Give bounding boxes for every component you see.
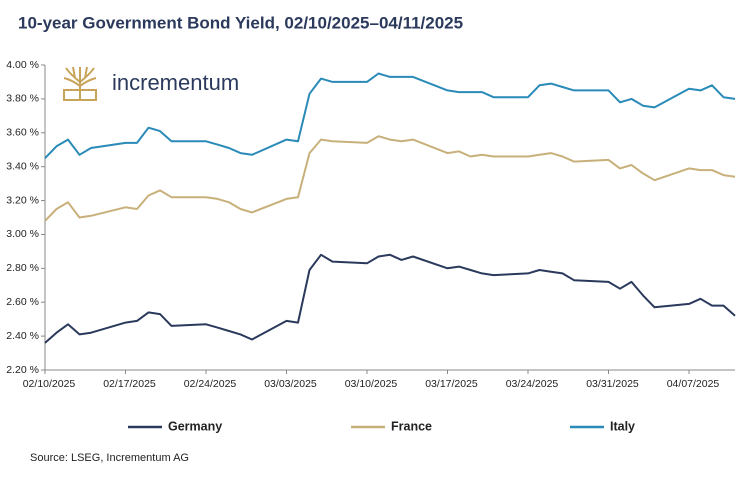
x-tick-label: 03/10/2025 xyxy=(345,378,398,390)
legend-label: France xyxy=(391,419,432,433)
legend-label: Italy xyxy=(610,419,635,433)
x-tick-label: 03/17/2025 xyxy=(425,378,478,390)
x-tick-label: 03/31/2025 xyxy=(586,378,639,390)
y-tick-label: 2.60 % xyxy=(6,296,39,308)
y-tick-label: 2.80 % xyxy=(6,262,39,274)
source-note: Source: LSEG, Incrementum AG xyxy=(30,452,189,464)
y-tick-label: 2.20 % xyxy=(6,364,39,376)
series-line xyxy=(44,72,736,159)
y-tick-label: 4.00 % xyxy=(6,59,39,71)
logo-icon xyxy=(63,66,97,101)
y-tick-label: 3.40 % xyxy=(6,160,39,172)
x-tick-label: 03/03/2025 xyxy=(264,378,317,390)
x-tick-label: 04/07/2025 xyxy=(667,378,720,390)
y-tick-label: 3.00 % xyxy=(6,228,39,240)
x-tick-label: 02/24/2025 xyxy=(184,378,237,390)
series-line xyxy=(44,135,736,222)
y-tick-label: 3.20 % xyxy=(6,194,39,206)
legend-label: Germany xyxy=(168,419,222,433)
y-tick-label: 3.80 % xyxy=(6,93,39,105)
logo-text: incrementum xyxy=(112,70,239,95)
series-line xyxy=(44,253,736,344)
y-tick-label: 3.60 % xyxy=(6,127,39,139)
chart-title: 10-year Government Bond Yield, 02/10/202… xyxy=(18,13,463,32)
x-tick-label: 02/10/2025 xyxy=(23,378,76,390)
x-tick-label: 02/17/2025 xyxy=(103,378,156,390)
y-tick-label: 2.40 % xyxy=(6,330,39,342)
x-tick-label: 03/24/2025 xyxy=(506,378,559,390)
